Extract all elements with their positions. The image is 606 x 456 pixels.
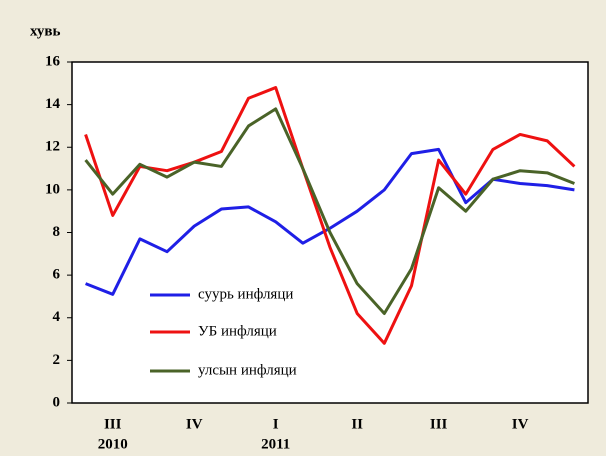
legend-label: улсын инфляци (198, 362, 297, 378)
x-tick-label: III (104, 416, 122, 432)
legend-label: УБ инфляци (198, 323, 277, 339)
y-tick-label: 8 (53, 224, 61, 240)
x-tick-label: IV (186, 416, 203, 432)
y-tick-label: 6 (53, 267, 61, 283)
line-series (84, 107, 575, 315)
y-tick-label: 0 (53, 394, 61, 410)
y-tick-label: 2 (53, 352, 61, 368)
x-tick-label: IV (512, 416, 529, 432)
x-tick-label: II (351, 416, 363, 432)
y-axis-label: хувь (30, 23, 61, 39)
y-tick-label: 4 (53, 309, 61, 325)
x-tick-label: I (273, 416, 279, 432)
legend-label: суурь инфляци (198, 286, 293, 302)
y-tick-label: 12 (45, 139, 60, 155)
y-tick-label: 16 (45, 53, 61, 69)
y-tick-label: 10 (45, 181, 60, 197)
y-tick-label: 14 (45, 96, 61, 112)
x-tick-label: III (430, 416, 448, 432)
line-series (84, 86, 576, 345)
x-tick-label-year: 2011 (261, 436, 290, 452)
x-tick-label-year: 2010 (98, 436, 128, 452)
